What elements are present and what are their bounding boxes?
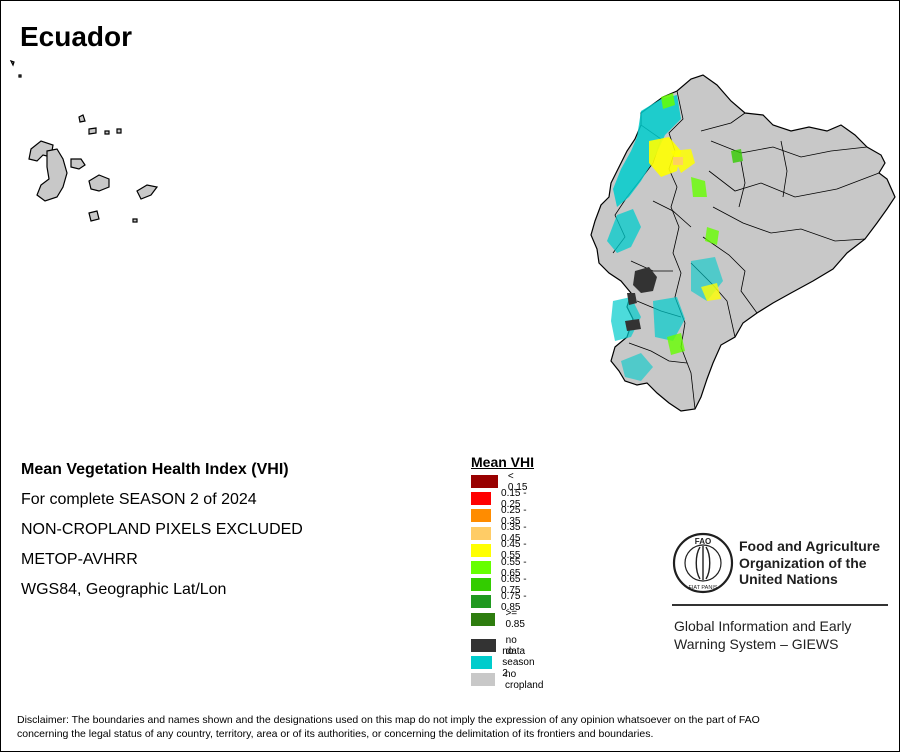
legend-label: no cropland: [505, 668, 544, 691]
legend: Mean VHI < 0.15 0.15 - 0.25 0.25 - 0.35 0.3…: [471, 454, 543, 691]
fao-name: Food and Agriculture Organization of the…: [739, 538, 899, 588]
disclaimer-line2: concerning the legal status of any count…: [17, 728, 654, 740]
giews-line1: Global Information and Early: [674, 618, 852, 634]
legend-swatch: [471, 612, 496, 626]
legend-label: 0.75 - 0.85: [501, 590, 527, 613]
map-info: Mean Vegetation Health Index (VHI) For c…: [21, 460, 303, 610]
legend-label: 0.55 - 0.65: [501, 556, 527, 579]
legend-swatch: [471, 475, 498, 488]
fao-name-line2: Organization of the: [739, 554, 867, 571]
legend-label: no season 2: [502, 646, 535, 679]
legend-swatch: [471, 509, 492, 523]
legend-item: 0.75 - 0.85: [471, 591, 534, 613]
no-data-patches: [625, 267, 657, 331]
legend-title: Mean VHI: [471, 454, 535, 470]
ecuador-mainland: [590, 74, 896, 412]
vhi-overlay: [607, 93, 743, 381]
legend-item: no cropland: [471, 669, 548, 691]
legend-label: 0.45 - 0.55: [501, 539, 527, 562]
legend-item: no data: [471, 635, 534, 657]
legend-label: 0.65 - 0.75: [501, 573, 527, 596]
legend-swatch: [471, 595, 492, 609]
galapagos-islands: [9, 59, 159, 223]
legend-label: 0.35 - 0.45: [501, 522, 527, 545]
legend-label: >= 0.85: [505, 608, 525, 631]
fao-name-line3: United Nations: [739, 571, 838, 587]
legend-swatch: [471, 656, 493, 669]
legend-label: < 0.15: [507, 470, 528, 493]
disclaimer: Disclaimer: The boundaries and names sho…: [17, 713, 887, 741]
legend-label: 0.25 - 0.35: [501, 504, 527, 527]
legend-item: 0.45 - 0.55: [471, 539, 534, 561]
fao-name-line1: Food and Agriculture: [739, 538, 881, 554]
giews-name: Global Information and Early Warning Sys…: [674, 617, 890, 653]
fao-emblem: FAO FIAT PANIS: [672, 532, 734, 594]
legend-item: 0.55 - 0.65: [471, 557, 534, 579]
legend-item: 0.25 - 0.35: [471, 505, 534, 527]
disclaimer-line1: Disclaimer: The boundaries and names sho…: [17, 714, 760, 726]
emblem-motto-text: FIAT PANIS: [688, 585, 717, 591]
legend-label: 0.15 - 0.25: [501, 487, 527, 510]
info-projection: WGS84, Geographic Lat/Lon: [21, 581, 227, 598]
legend-item: 0.15 - 0.25: [471, 488, 534, 510]
legend-swatch: [471, 492, 492, 506]
giews-line2: Warning System – GIEWS: [674, 636, 839, 652]
legend-item: 0.65 - 0.75: [471, 574, 534, 596]
legend-swatch: [471, 526, 492, 540]
info-heading: Mean Vegetation Health Index (VHI): [21, 461, 289, 478]
info-season: For complete SEASON 2 of 2024: [21, 491, 257, 508]
info-sensor: METOP-AVHRR: [21, 551, 138, 568]
map-title: Ecuador: [20, 21, 133, 52]
legend-item: >= 0.85: [471, 608, 534, 630]
legend-item: 0.35 - 0.45: [471, 522, 534, 544]
legend-swatch: [471, 561, 492, 574]
emblem-fao-text: FAO: [695, 537, 711, 546]
fao-divider: [672, 604, 888, 606]
legend-swatch: [471, 578, 492, 592]
legend-swatch: [471, 673, 496, 686]
legend-swatch: [471, 639, 496, 652]
legend-item: no season 2: [471, 646, 542, 679]
legend-label: no data: [505, 634, 526, 657]
info-exclusion: NON-CROPLAND PIXELS EXCLUDED: [21, 521, 303, 538]
legend-item: < 0.15: [471, 471, 534, 493]
legend-swatch: [471, 543, 492, 557]
